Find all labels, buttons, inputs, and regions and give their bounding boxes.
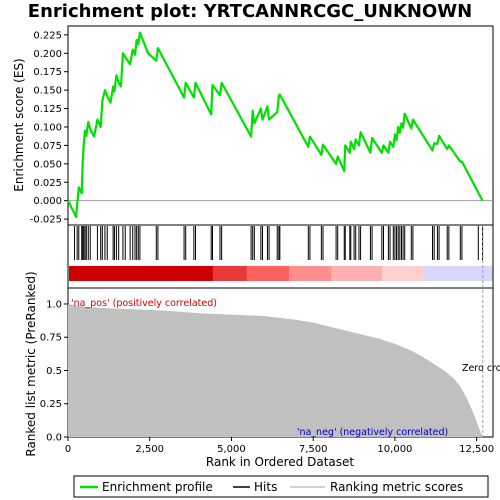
gradient-segment [246, 266, 290, 281]
negative-correlation-label: 'na_neg' (negatively correlated) [297, 427, 448, 438]
x-tick-label: 7,500 [299, 444, 328, 455]
ranked-y-tick-label: 0.25 [40, 399, 62, 410]
x-axis-label: Rank in Ordered Dataset [206, 455, 354, 469]
gradient-segment [212, 266, 248, 281]
ranked-y-tick-label: 0.5 [46, 366, 62, 377]
legend-enrichment-label: Enrichment profile [102, 480, 213, 494]
x-tick-label: 12,500 [459, 444, 494, 455]
zero-cross-label: Zero cross at 12688 [462, 363, 500, 374]
hits-panel [67, 224, 494, 289]
legend-hits-label: Hits [254, 480, 277, 494]
gradient-segment [331, 266, 383, 281]
gradient-segment [288, 266, 332, 281]
chart-title: Enrichment plot: YRTCANNRCGC_UNKNOWN [28, 1, 472, 22]
ranked-y-ticks: 0.0 0.25 0.5 0.75 1.0 [40, 299, 68, 444]
es-y-ticks: -0.025 0.000 0.025 0.050 0.075 0.100 0.125 0.15… [30, 30, 68, 226]
ranked-y-axis-label: Ranked list metric (PreRanked) [24, 271, 38, 456]
x-axis-ticks: 0 2,500 5,000 7,500 10,000 12,500 [65, 437, 494, 455]
es-y-tick-label: 0.100 [33, 122, 62, 133]
x-tick-label: 5,000 [217, 444, 246, 455]
x-tick-label: 0 [65, 444, 71, 455]
positive-correlation-label: 'na_pos' (positively correlated) [71, 298, 217, 309]
gradient-segment [424, 266, 493, 281]
es-y-tick-label: 0.125 [33, 104, 62, 115]
ranked-y-tick-label: 1.0 [46, 299, 62, 310]
legend: Enrichment profile Hits Ranking metric s… [73, 475, 489, 498]
es-y-tick-label: 0.000 [33, 196, 62, 207]
es-y-tick-label: -0.025 [30, 215, 62, 226]
es-panel-frame [67, 25, 494, 226]
es-y-tick-label: 0.025 [33, 178, 62, 189]
es-y-axis-label: Enrichment score (ES) [12, 58, 26, 191]
ranking-gradient-bar [69, 266, 493, 281]
legend-ranking-label: Ranking metric scores [330, 480, 463, 494]
es-y-tick-label: 0.075 [33, 141, 62, 152]
enrichment-profile-line [67, 31, 484, 218]
ranked-list-panel: 0.0 0.25 0.5 0.75 1.0 'na_pos' (positively c… [24, 225, 500, 457]
legend-frame [73, 475, 489, 498]
es-y-tick-label: 0.150 [33, 86, 62, 97]
ranked-y-tick-label: 0.0 [46, 433, 62, 444]
ranked-y-tick-label: 0.75 [40, 333, 62, 344]
es-y-tick-label: 0.200 [33, 49, 62, 60]
es-y-tick-label: 0.175 [33, 67, 62, 78]
es-y-tick-label: 0.050 [33, 159, 62, 170]
gradient-segment [69, 266, 214, 281]
es-panel: -0.025 0.000 0.025 0.050 0.075 0.100 0.125 0.15… [12, 25, 494, 226]
gradient-segment [382, 266, 425, 281]
hit-marks [74, 226, 484, 260]
ranking-metric-area [68, 303, 484, 437]
x-tick-label: 2,500 [135, 444, 164, 455]
x-tick-label: 10,000 [377, 444, 412, 455]
es-y-tick-label: 0.225 [33, 30, 62, 41]
